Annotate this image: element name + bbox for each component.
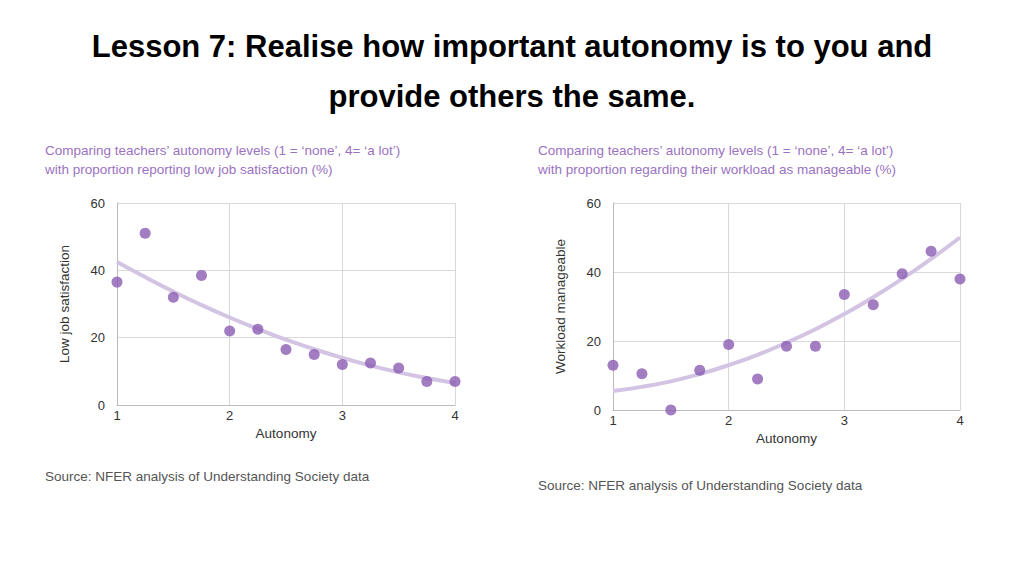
svg-text:1: 1 <box>609 413 616 428</box>
svg-text:60: 60 <box>91 196 105 211</box>
svg-text:Comparing teachers’ autonomy l: Comparing teachers’ autonomy levels (1 =… <box>45 143 400 158</box>
svg-text:40: 40 <box>587 265 601 280</box>
svg-text:Autonomy: Autonomy <box>256 426 317 441</box>
svg-text:2: 2 <box>226 408 233 423</box>
svg-text:Source: NFER analysis of Under: Source: NFER analysis of Understanding S… <box>45 469 370 484</box>
svg-text:with proportion reporting low: with proportion reporting low job satisf… <box>44 162 332 177</box>
html-text:Lesson 7: Realise how importan: Lesson 7: Realise how important autonomy… <box>91 29 933 114</box>
svg-text:Autonomy: Autonomy <box>756 431 817 446</box>
svg-text:40: 40 <box>91 263 105 278</box>
svg-text:2: 2 <box>725 413 732 428</box>
svg-text:4: 4 <box>956 413 963 428</box>
svg-text:3: 3 <box>339 408 346 423</box>
svg-text:20: 20 <box>91 330 105 345</box>
svg-text:Low job satisfaction: Low job satisfaction <box>57 245 72 363</box>
svg-text:with proportion regarding thei: with proportion regarding their workload… <box>537 162 896 177</box>
svg-text:3: 3 <box>841 413 848 428</box>
svg-text:Workload manageable: Workload manageable <box>553 239 568 374</box>
svg-text:4: 4 <box>451 408 458 423</box>
svg-text:0: 0 <box>98 398 105 413</box>
svg-text:Comparing teachers’ autonomy l: Comparing teachers’ autonomy levels (1 =… <box>538 143 893 158</box>
svg-text:60: 60 <box>587 196 601 211</box>
svg-text:0: 0 <box>594 403 601 418</box>
svg-text:1: 1 <box>113 408 120 423</box>
svg-text:Source: NFER analysis of Under: Source: NFER analysis of Understanding S… <box>538 478 863 493</box>
svg-text:20: 20 <box>587 334 601 349</box>
